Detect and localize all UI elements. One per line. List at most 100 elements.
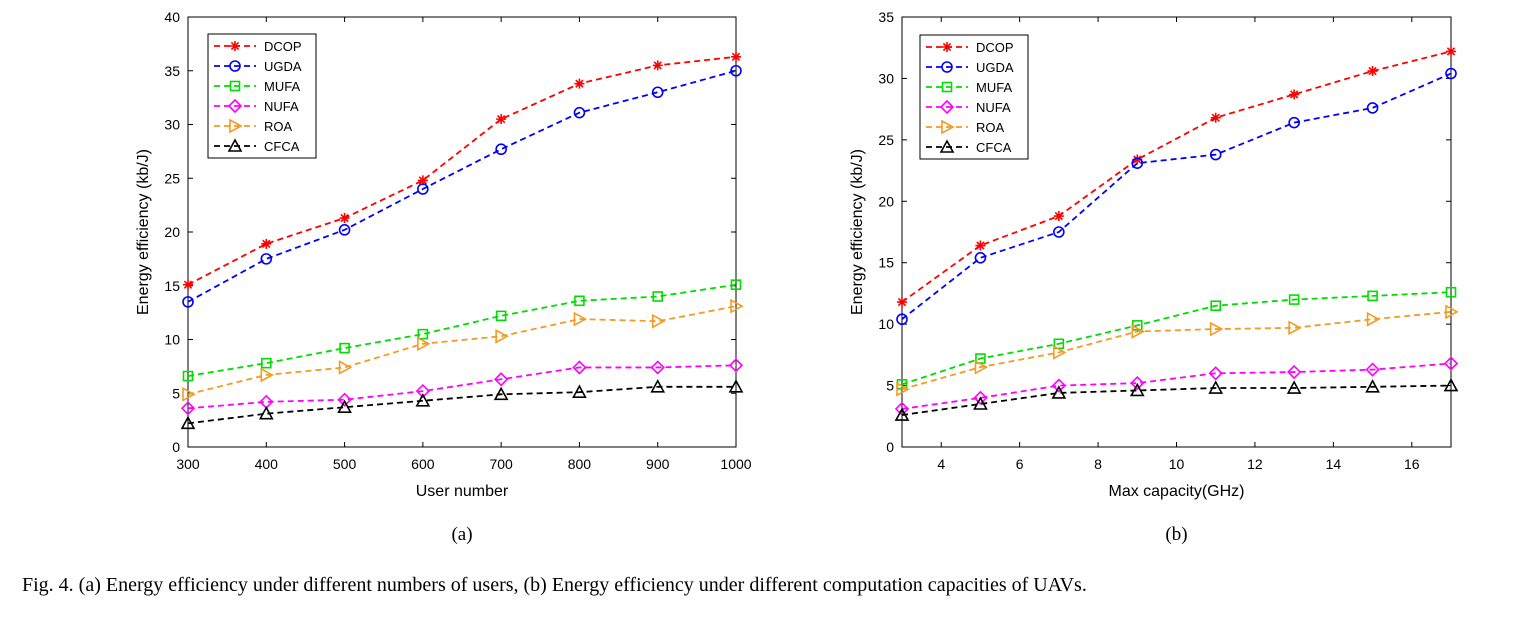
series-line <box>901 384 1452 416</box>
data-point <box>495 328 509 344</box>
data-point <box>973 396 988 410</box>
data-point <box>182 370 194 382</box>
data-point <box>652 60 663 71</box>
data-point <box>650 379 666 393</box>
data-point <box>1131 157 1144 169</box>
data-point <box>1208 366 1223 381</box>
data-point <box>495 310 507 322</box>
x-tick-label: 1000 <box>720 456 751 472</box>
data-point <box>260 253 273 265</box>
y-tick-label: 15 <box>878 255 894 271</box>
data-point <box>1289 89 1300 100</box>
data-point <box>1366 102 1379 114</box>
data-point <box>417 183 429 195</box>
series-line <box>901 50 1452 303</box>
data-point <box>183 279 193 290</box>
data-point <box>1286 380 1302 394</box>
y-tick-label: 25 <box>164 170 180 186</box>
chart-b: 4 6 8 10 12 14 16 0 5 10 15 20 25 30 35 Max capacity(GH… <box>849 9 1459 545</box>
series-line <box>187 385 736 425</box>
x-tick-label: 900 <box>646 456 670 472</box>
data-point <box>573 106 586 119</box>
legend-marker <box>942 42 952 52</box>
series-cfca <box>180 379 744 430</box>
series-line <box>187 69 737 303</box>
data-point <box>182 296 194 308</box>
data-point <box>1443 377 1459 392</box>
legend-label: DCOP <box>264 39 302 54</box>
series-line <box>901 72 1452 320</box>
legend-marker <box>941 61 953 73</box>
data-point <box>574 78 585 89</box>
data-point <box>897 297 907 308</box>
data-point <box>731 51 741 62</box>
data-point <box>896 381 910 397</box>
data-point <box>1365 362 1380 377</box>
data-point <box>573 311 588 327</box>
data-point <box>415 383 430 399</box>
data-point <box>1051 378 1066 393</box>
x-tick-label: 700 <box>489 456 513 472</box>
y-tick-label: 10 <box>164 332 180 348</box>
x-tick-label: 12 <box>1247 456 1263 472</box>
data-point <box>1287 364 1302 380</box>
data-point <box>1131 324 1145 339</box>
y-tick-label: 30 <box>164 117 180 133</box>
data-point <box>417 328 429 340</box>
data-point <box>1130 375 1145 391</box>
legend-label: MUFA <box>264 79 300 94</box>
data-point <box>1367 66 1378 77</box>
subfigure-label: (a) <box>451 524 472 545</box>
data-point <box>1209 321 1224 337</box>
data-point <box>1051 385 1067 399</box>
data-point <box>1288 294 1300 305</box>
data-point <box>1209 148 1222 161</box>
legend-box <box>919 34 1029 160</box>
y-tick-label: 15 <box>164 278 180 294</box>
y-tick-label: 25 <box>878 132 894 148</box>
y-tick-label: 35 <box>164 63 180 79</box>
legend-label: CFCA <box>976 140 1012 155</box>
data-point <box>975 240 986 251</box>
series-mufa <box>896 286 1457 390</box>
subfigure-label: (b) <box>1165 524 1187 545</box>
legend-label: UGDA <box>976 60 1014 75</box>
data-point <box>1443 356 1459 371</box>
series-line <box>901 310 1452 391</box>
y-tick-label: 5 <box>886 378 894 394</box>
legend-label: NUFA <box>976 100 1011 115</box>
legend-marker <box>227 98 243 114</box>
x-tick-label: 8 <box>1094 456 1102 472</box>
data-point <box>1132 154 1143 165</box>
legend-label: ROA <box>976 120 1005 135</box>
series-line <box>187 364 737 410</box>
y-axis-label: Energy efficiency (kb/J) <box>849 149 866 315</box>
y-tick-label: 5 <box>172 385 180 401</box>
series-mufa <box>182 279 742 382</box>
y-tick-label: 30 <box>878 70 894 86</box>
data-point <box>337 399 352 414</box>
data-point <box>1445 286 1457 298</box>
data-point <box>1053 211 1064 222</box>
series-roa <box>896 304 1459 397</box>
series-roa <box>182 298 744 402</box>
data-point <box>896 313 908 326</box>
figure-caption: Fig. 4. (a) Energy efficiency under diff… <box>22 574 1087 596</box>
data-point <box>495 143 507 156</box>
legend-label: CFCA <box>264 139 300 154</box>
x-tick-label: 600 <box>411 456 435 472</box>
legend: DCOP UGDA MUFA NUFA ROA CFCA <box>919 34 1029 160</box>
y-tick-label: 0 <box>886 439 894 455</box>
series-dcop <box>897 46 1456 308</box>
series-line <box>187 283 737 377</box>
data-point <box>728 379 744 393</box>
x-tick-label: 400 <box>255 456 279 472</box>
data-point <box>730 279 742 290</box>
legend-marker <box>941 81 953 93</box>
data-point <box>894 407 910 421</box>
series-nufa <box>180 358 744 416</box>
data-point <box>974 359 989 375</box>
series-line <box>901 291 1452 386</box>
data-point <box>1053 226 1065 238</box>
